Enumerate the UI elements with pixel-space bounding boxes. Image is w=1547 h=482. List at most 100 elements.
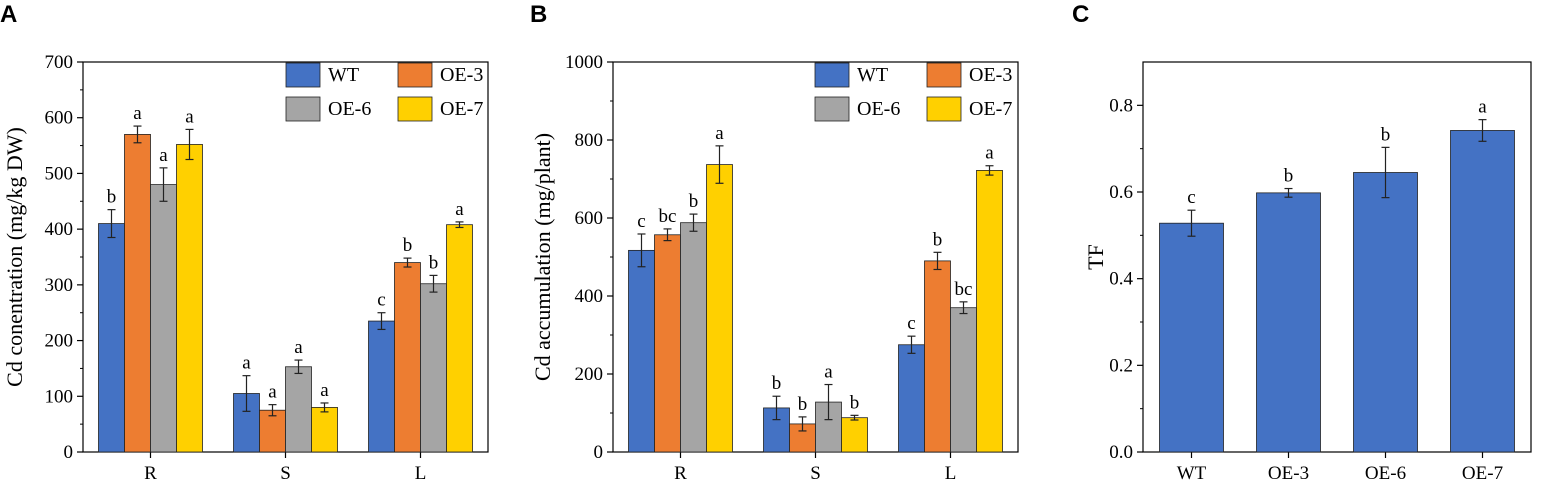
bar-oe-3 bbox=[924, 260, 951, 453]
y-tick-label: 1000 bbox=[565, 52, 603, 73]
x-tick-label: OE-3 bbox=[1268, 463, 1309, 482]
bar-tf bbox=[1353, 172, 1418, 453]
legend-swatch-oe-6 bbox=[285, 96, 321, 122]
significance-letter: b bbox=[1381, 124, 1391, 145]
y-tick-label: 600 bbox=[575, 208, 604, 229]
panel-a: A Cd conentration (mg/kg DW) 0 100 200 300 400… bbox=[0, 1, 489, 482]
bar-oe-3 bbox=[259, 409, 286, 453]
significance-letter: b bbox=[772, 373, 782, 394]
bar-wt bbox=[368, 320, 395, 453]
significance-letter: a bbox=[268, 382, 277, 403]
bar-tf bbox=[1450, 130, 1515, 453]
bar-oe-3 bbox=[654, 234, 681, 453]
legend-label: OE-3 bbox=[440, 64, 483, 86]
x-tick-label: S bbox=[810, 463, 821, 482]
significance-letter: c bbox=[377, 290, 385, 311]
bar-oe-7 bbox=[706, 164, 733, 453]
legend-label: OE-7 bbox=[969, 98, 1012, 120]
legend-label: OE-7 bbox=[440, 98, 483, 120]
y-axis-title: Cd conentration (mg/kg DW) bbox=[2, 127, 27, 387]
significance-letter: a bbox=[1478, 97, 1487, 118]
legend-swatch-oe-7 bbox=[926, 96, 962, 122]
x-tick-label: OE-6 bbox=[1365, 463, 1406, 482]
y-tick-label: 200 bbox=[45, 331, 74, 352]
bar-oe-6 bbox=[420, 283, 447, 453]
significance-letter: a bbox=[242, 353, 251, 374]
significance-letter: b bbox=[1284, 166, 1294, 187]
legend-label: WT bbox=[328, 64, 359, 86]
significance-letter: a bbox=[824, 362, 833, 383]
y-tick-label: 700 bbox=[45, 52, 74, 73]
significance-letter: a bbox=[320, 380, 329, 401]
significance-letter: bc bbox=[955, 279, 973, 300]
plot-frame bbox=[1142, 61, 1532, 453]
bar-oe-7 bbox=[446, 224, 473, 453]
significance-letter: a bbox=[159, 145, 168, 166]
y-tick-label: 400 bbox=[575, 286, 604, 307]
bar-wt bbox=[98, 223, 125, 453]
bar-oe-7 bbox=[176, 144, 203, 453]
y-tick-label: 800 bbox=[575, 130, 604, 151]
x-tick-label: R bbox=[144, 463, 157, 482]
bar-oe-3 bbox=[124, 134, 151, 453]
y-tick-label: 600 bbox=[45, 108, 74, 129]
x-tick-label: OE-7 bbox=[1462, 463, 1503, 482]
y-tick-label: 0.0 bbox=[1109, 442, 1133, 463]
panel-letter: C bbox=[1072, 1, 1089, 28]
bar-tf bbox=[1256, 192, 1321, 453]
x-tick-label: L bbox=[415, 463, 427, 482]
significance-letter: b bbox=[403, 235, 413, 256]
legend-swatch-wt bbox=[814, 62, 850, 88]
legend-label: OE-3 bbox=[969, 64, 1012, 86]
y-axis-title: TF bbox=[1083, 244, 1108, 270]
bar-oe-7 bbox=[311, 407, 338, 453]
y-tick-label: 0.2 bbox=[1109, 355, 1133, 376]
bar-oe-6 bbox=[680, 222, 707, 453]
significance-letter: c bbox=[1187, 187, 1195, 208]
bar-oe-3 bbox=[394, 262, 421, 453]
legend-label: OE-6 bbox=[857, 98, 900, 120]
legend-swatch-oe-7 bbox=[397, 96, 433, 122]
legend-label: WT bbox=[857, 64, 888, 86]
x-tick-label: R bbox=[674, 463, 687, 482]
significance-letter: a bbox=[185, 106, 194, 127]
significance-letter: a bbox=[985, 143, 994, 164]
significance-letter: bc bbox=[659, 206, 677, 227]
bar-tf bbox=[1159, 222, 1224, 453]
bar-wt bbox=[628, 249, 655, 453]
significance-letter: a bbox=[715, 123, 724, 144]
y-tick-label: 0.8 bbox=[1109, 95, 1133, 116]
bar-oe-7 bbox=[976, 170, 1003, 453]
panel-letter: A bbox=[0, 1, 17, 28]
significance-letter: b bbox=[429, 252, 439, 273]
panel-c: C TF 0.0 0.2 0.4 0.6 0.8 WT OE-3 OE-6 OE-7 c b b a bbox=[1072, 1, 1532, 482]
significance-letter: b bbox=[689, 191, 699, 212]
significance-letter: a bbox=[294, 337, 303, 358]
legend-swatch-oe-3 bbox=[397, 62, 433, 88]
y-tick-label: 500 bbox=[45, 163, 74, 184]
significance-letter: c bbox=[907, 313, 915, 334]
y-tick-label: 400 bbox=[45, 219, 74, 240]
significance-letter: c bbox=[637, 211, 645, 232]
y-tick-label: 0.4 bbox=[1109, 269, 1133, 290]
y-tick-label: 0 bbox=[594, 442, 604, 463]
y-tick-label: 0 bbox=[64, 442, 74, 463]
y-tick-label: 300 bbox=[45, 275, 74, 296]
panel-b: B Cd accumulation (mg/plant) 0 200 400 600 800… bbox=[530, 1, 1019, 482]
y-tick-label: 200 bbox=[575, 364, 604, 385]
bar-oe-6 bbox=[150, 184, 177, 453]
bar-oe-6 bbox=[285, 366, 312, 453]
x-tick-label: S bbox=[280, 463, 291, 482]
panel-letter: B bbox=[530, 1, 547, 28]
significance-letter: a bbox=[455, 199, 464, 220]
significance-letter: b bbox=[933, 229, 943, 250]
significance-letter: b bbox=[798, 394, 808, 415]
legend-label: OE-6 bbox=[328, 98, 371, 120]
significance-letter: a bbox=[133, 103, 142, 124]
y-tick-label: 100 bbox=[45, 386, 74, 407]
significance-letter: b bbox=[850, 392, 860, 413]
bar-oe-6 bbox=[950, 307, 977, 453]
y-axis-title: Cd accumulation (mg/plant) bbox=[530, 133, 555, 381]
significance-letter: b bbox=[107, 187, 117, 208]
